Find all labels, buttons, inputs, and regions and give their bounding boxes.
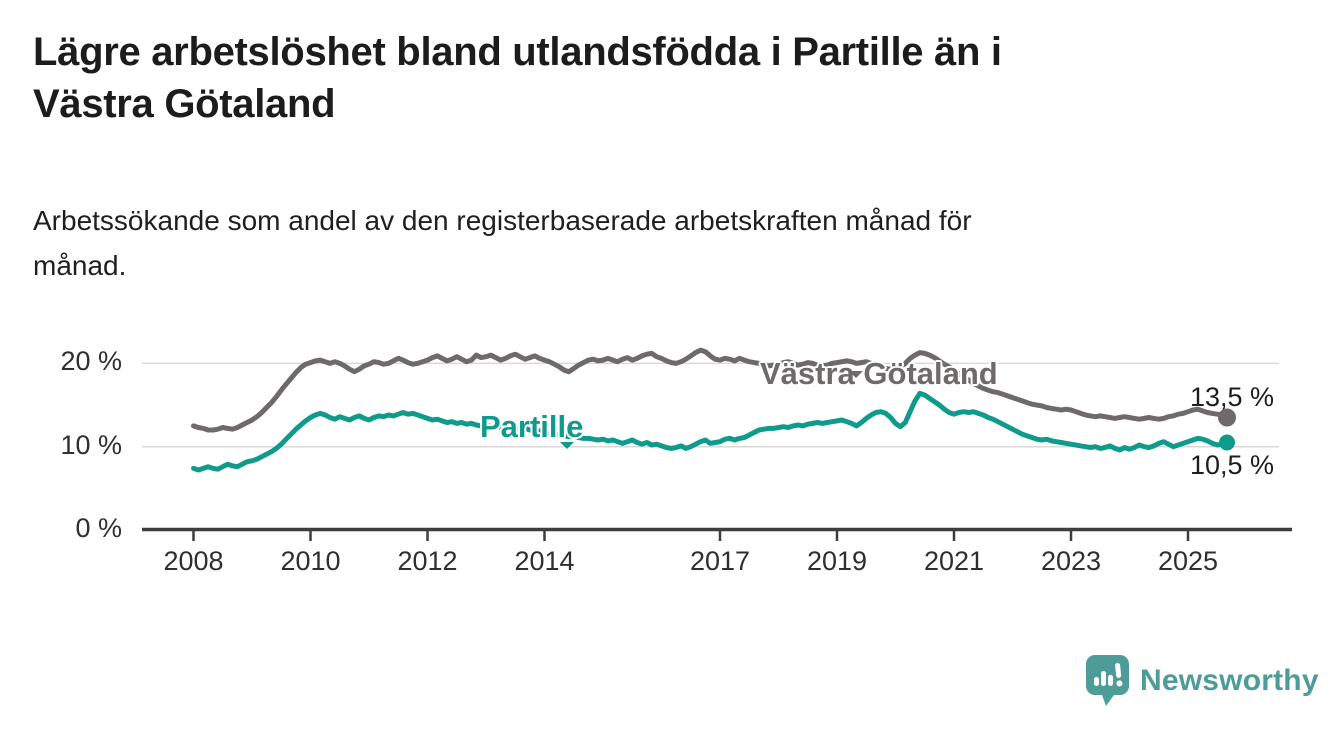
subtitle-line-2: månad. bbox=[33, 250, 127, 281]
label-anchor-triangle-icon bbox=[560, 442, 574, 449]
x-axis-label: 2012 bbox=[397, 546, 458, 576]
newsworthy-logo-text: Newsworthy bbox=[1140, 664, 1319, 697]
series-label-partille: Partille bbox=[480, 409, 584, 444]
x-axis-label: 2021 bbox=[923, 546, 985, 576]
x-axis-label: 2025 bbox=[1157, 546, 1219, 576]
end-value-label-vastra-gotaland: 13,5 % bbox=[1190, 382, 1275, 412]
subtitle-line-1: Arbetssökande som andel av den registerb… bbox=[33, 205, 972, 236]
x-axis-label: 2014 bbox=[514, 546, 575, 576]
series-label-vastra-gotaland: Västra Götaland bbox=[760, 356, 998, 391]
y-axis-label: 20 % bbox=[60, 346, 122, 377]
x-axis-label: 2023 bbox=[1040, 546, 1102, 576]
y-axis-label: 0 % bbox=[75, 513, 122, 543]
label-anchor-triangle-icon bbox=[849, 371, 863, 378]
title-line-2: Västra Götaland bbox=[33, 82, 336, 126]
y-axis-label: 10 % bbox=[60, 429, 122, 460]
page-title: Lägre arbetslöshet bland utlandsfödda i … bbox=[33, 26, 1253, 130]
chart-subtitle: Arbetssökande som andel av den registerb… bbox=[33, 198, 1253, 288]
x-axis-label: 2008 bbox=[163, 546, 224, 576]
bar-chart-speech-bubble-icon bbox=[1086, 655, 1129, 706]
title-line-1: Lägre arbetslöshet bland utlandsfödda i … bbox=[33, 30, 1002, 74]
x-axis-label: 2010 bbox=[280, 546, 341, 576]
newsworthy-logo: Newsworthy bbox=[1085, 654, 1319, 708]
x-axis-label: 2017 bbox=[689, 546, 751, 576]
x-axis-label: 2019 bbox=[806, 546, 868, 576]
end-value-label-partille: 10,5 % bbox=[1190, 450, 1275, 480]
